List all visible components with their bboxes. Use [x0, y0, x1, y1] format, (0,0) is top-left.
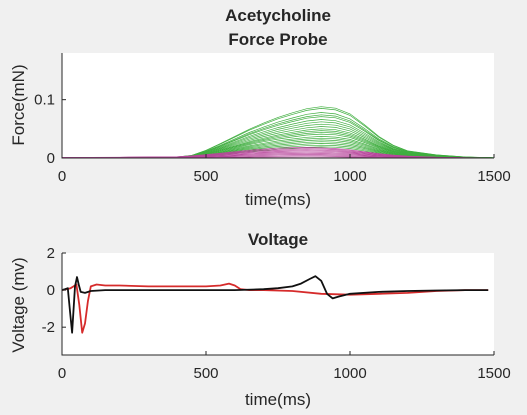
y-tick-label: -2 — [42, 319, 55, 336]
y-tick-label: 0 — [47, 282, 55, 299]
force-chart-title-line1: Acetycholine — [225, 6, 331, 25]
x-tick-label: 1500 — [477, 365, 510, 382]
force-chart-title-line2: Force Probe — [228, 30, 327, 49]
force-ticks: 0 500 1000 1500 0 0.1 — [34, 92, 511, 185]
force-y-axis-label: Force(mN) — [9, 64, 28, 145]
voltage-series-lines — [61, 275, 489, 334]
x-tick-label: 500 — [193, 365, 218, 382]
force-x-axis-label: time(ms) — [245, 190, 311, 209]
y-tick-label: 0.1 — [34, 92, 55, 109]
voltage-plot-area — [62, 253, 494, 355]
force-probe-chart: Acetycholine Force Probe 0 500 1000 1500 0 0.… — [9, 6, 511, 209]
voltage-trace-0 — [61, 282, 489, 334]
force-series-lines — [61, 106, 495, 159]
x-tick-label: 0 — [58, 365, 66, 382]
voltage-trace-1 — [61, 275, 489, 334]
x-tick-label: 1000 — [333, 168, 366, 185]
force-plot-area — [62, 53, 494, 158]
voltage-x-axis-label: time(ms) — [245, 390, 311, 409]
x-tick-label: 0 — [58, 168, 66, 185]
y-tick-label: 2 — [47, 245, 55, 262]
y-tick-label: 0 — [47, 150, 55, 167]
voltage-y-axis-label: Voltage (mv) — [9, 257, 28, 352]
voltage-chart-title: Voltage — [248, 230, 308, 249]
x-tick-label: 500 — [193, 168, 218, 185]
x-tick-label: 1500 — [477, 168, 510, 185]
voltage-ticks: 0 500 1000 1500 2 0 -2 — [42, 245, 511, 382]
voltage-chart: Voltage 0 500 1000 1500 2 0 -2 time(ms) Voltag… — [9, 230, 511, 409]
x-tick-label: 1000 — [333, 365, 366, 382]
